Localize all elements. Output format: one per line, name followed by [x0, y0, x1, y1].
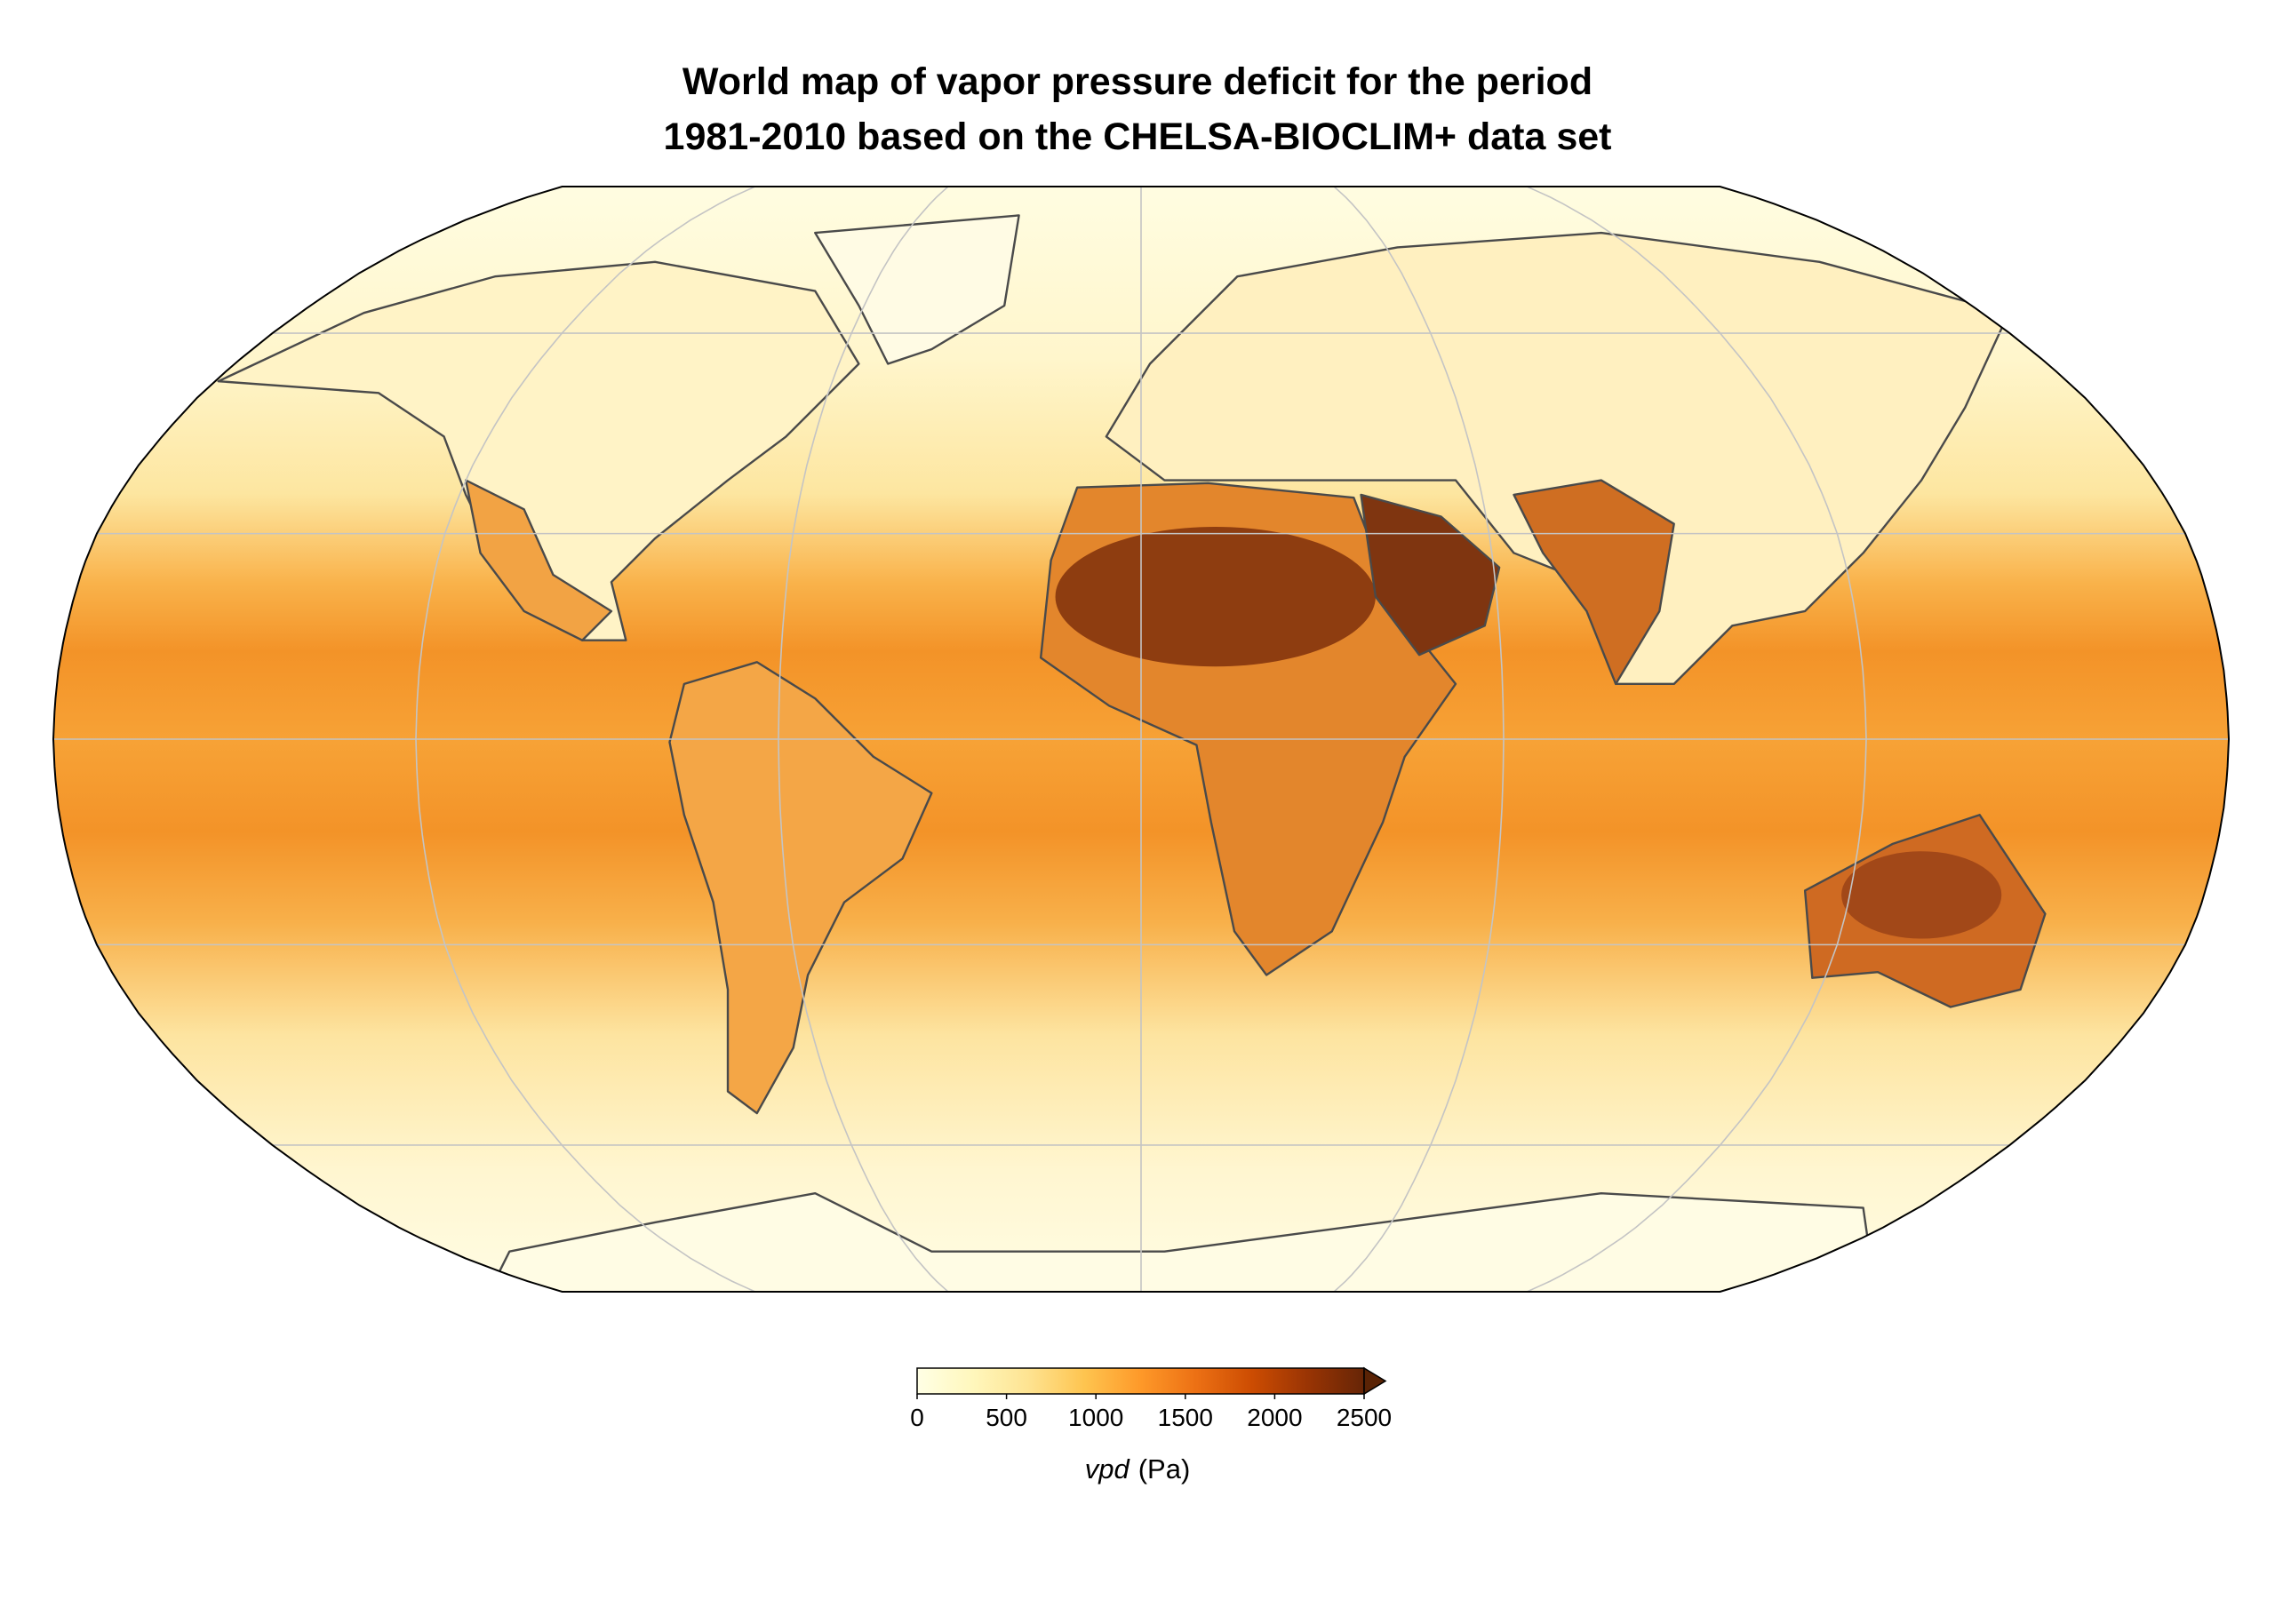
arabia: [1361, 495, 1500, 655]
colorbar: 0 500 1000 1500 2000 2500: [910, 1366, 1392, 1431]
greenland: [815, 215, 1018, 363]
colorbar-tick-label: 500: [986, 1404, 1027, 1431]
map-border: [52, 186, 2231, 1293]
map: [53, 187, 2229, 1292]
colorbar-extend: [1363, 1366, 1387, 1396]
mexico: [466, 481, 611, 641]
label-unit: (Pa): [1138, 1453, 1191, 1485]
title-line: World map of vapor pressure deficit for …: [682, 60, 1592, 103]
land: [219, 215, 2046, 1292]
colorbar-ramp: [916, 1367, 1365, 1395]
colorbar-tick-label: 1000: [1068, 1404, 1123, 1431]
north-america: [219, 262, 859, 641]
south-asia: [1514, 481, 1674, 684]
title-line: 1981-2010 based on the CHELSA-BIOCLIM+ d…: [664, 115, 1612, 158]
label-variable: vpd: [1085, 1453, 1131, 1485]
south-america: [669, 662, 931, 1113]
colorbar-tick-label: 1500: [1158, 1404, 1213, 1431]
eurasia: [1106, 233, 2009, 684]
australia-core: [1841, 851, 2002, 939]
colorbar-tick-label: 0: [910, 1404, 924, 1431]
antarctica: [481, 1193, 1878, 1292]
graticule: [53, 187, 2229, 1292]
colorbar-label: vpd (Pa): [1085, 1453, 1191, 1485]
colorbar-tick-label: 2000: [1247, 1404, 1302, 1431]
sahara: [1055, 526, 1376, 667]
colorbar-tick-label: 2500: [1337, 1404, 1392, 1431]
